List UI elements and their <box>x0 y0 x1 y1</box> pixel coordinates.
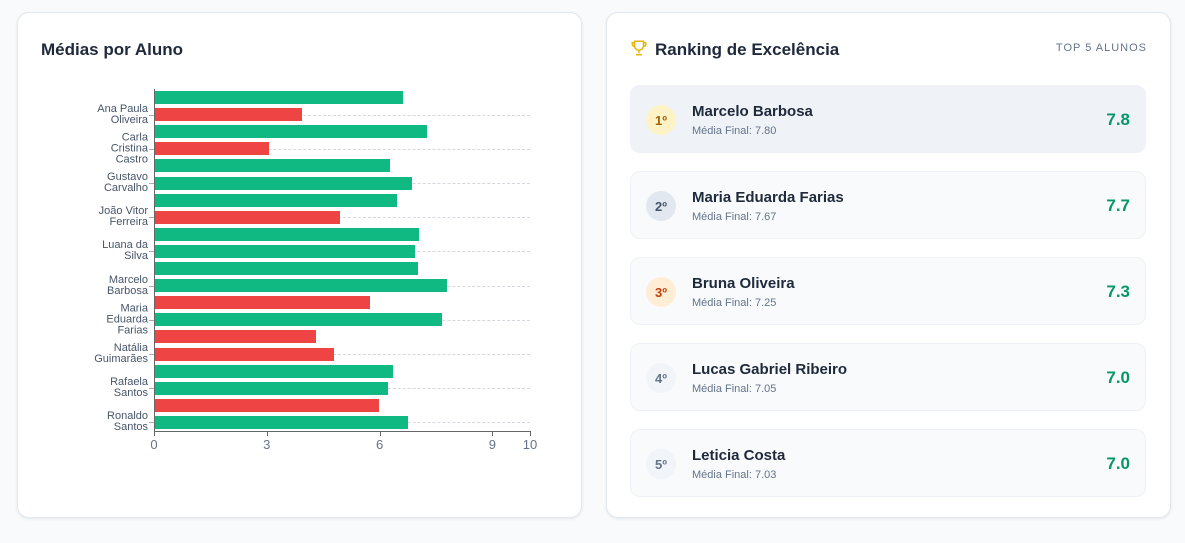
grid-line <box>154 148 530 150</box>
ranking-item: 5º Leticia Costa Média Final: 7.03 7.0 <box>630 429 1146 497</box>
student-detail: Média Final: 7.80 <box>692 125 777 137</box>
tick-mark <box>149 285 154 287</box>
tick-mark <box>266 431 268 436</box>
bar <box>154 210 341 224</box>
bar <box>154 398 379 412</box>
y-tick-label: Marcelo Barbosa <box>107 273 148 297</box>
y-tick-label: Ana Paula Oliveira <box>97 102 148 126</box>
student-detail: Média Final: 7.05 <box>692 383 777 395</box>
bar <box>154 262 419 276</box>
y-tick-label: Luana da Silva <box>102 239 148 263</box>
rank-badge: 5º <box>646 449 676 479</box>
ranking-item: 1º Marcelo Barbosa Média Final: 7.80 7.8 <box>630 85 1146 153</box>
bar <box>154 142 270 156</box>
bar <box>154 227 420 241</box>
chart-title: Médias por Aluno <box>41 40 183 59</box>
y-tick-label: Maria Eduarda Farias <box>106 302 148 337</box>
x-tick-label: 0 <box>150 437 158 452</box>
bar <box>154 108 303 122</box>
y-tick-label: Gustavo Carvalho <box>103 171 148 195</box>
grid-line <box>154 114 530 116</box>
tick-mark <box>154 431 155 436</box>
ranking-title: Ranking de Excelência <box>655 40 840 59</box>
student-score: 7.0 <box>1106 454 1130 473</box>
bar <box>154 296 370 310</box>
bar <box>154 347 335 361</box>
student-name: Lucas Gabriel Ribeiro <box>692 361 848 378</box>
x-tick-label: 9 <box>488 437 497 452</box>
bar <box>154 159 391 173</box>
rank-badge: 1º <box>646 105 676 135</box>
student-score: 7.3 <box>1106 282 1130 301</box>
student-name: Marcelo Barbosa <box>692 103 813 120</box>
bar <box>154 244 415 258</box>
bar <box>154 330 317 344</box>
student-score: 7.8 <box>1106 110 1130 129</box>
tick-mark <box>149 388 154 390</box>
ranking-subtitle: TOP 5 ALUNOS <box>1055 42 1147 54</box>
x-axis <box>154 431 530 432</box>
y-tick-label: Ronaldo Santos <box>107 410 148 434</box>
bar <box>154 176 412 190</box>
student-detail: Média Final: 7.25 <box>692 297 777 309</box>
tick-mark <box>149 319 154 321</box>
trophy-icon <box>631 40 647 56</box>
tick-mark <box>530 431 531 436</box>
grid-line <box>154 354 530 356</box>
x-tick-label: 10 <box>522 437 538 452</box>
student-name: Bruna Oliveira <box>692 275 795 292</box>
bar <box>154 381 388 395</box>
y-axis <box>154 89 155 431</box>
student-score: 7.0 <box>1106 368 1130 387</box>
y-tick-label: Natália Guimarães <box>94 342 148 366</box>
y-tick-label: Rafaela Santos <box>110 376 148 400</box>
tick-mark <box>149 148 154 150</box>
ranking-card: Ranking de Excelência TOP 5 ALUNOS 1º Mar… <box>606 12 1171 518</box>
grid-line <box>154 217 530 219</box>
y-tick-label: João Vitor Ferreira <box>98 205 148 229</box>
bar <box>154 125 427 139</box>
bar <box>154 313 443 327</box>
student-detail: Média Final: 7.03 <box>692 469 777 481</box>
chart-card: Médias por Aluno Ana Paula Oliveira Carla… <box>17 12 582 518</box>
y-tick-label: Carla Cristina Castro <box>110 131 148 166</box>
rank-badge: 4º <box>646 363 676 393</box>
x-tick-label: 3 <box>263 437 271 452</box>
tick-mark <box>149 251 154 253</box>
ranking-item: 4º Lucas Gabriel Ribeiro Média Final: 7.05… <box>630 343 1146 411</box>
bar <box>154 415 409 429</box>
rank-badge: 2º <box>646 191 676 221</box>
tick-mark <box>492 431 494 436</box>
bar <box>154 364 394 378</box>
student-score: 7.7 <box>1106 196 1130 215</box>
tick-mark <box>149 422 154 424</box>
ranking-item: 3º Bruna Oliveira Média Final: 7.25 7.3 <box>630 257 1146 325</box>
bar <box>154 193 397 207</box>
student-name: Leticia Costa <box>692 447 786 464</box>
tick-mark <box>149 217 154 219</box>
bar <box>154 279 448 293</box>
rank-badge: 3º <box>646 277 676 307</box>
student-name: Maria Eduarda Farias <box>692 189 844 206</box>
tick-mark <box>149 354 154 356</box>
x-tick-label: 6 <box>375 437 384 452</box>
tick-mark <box>379 431 381 436</box>
tick-mark <box>149 183 154 185</box>
bar <box>154 91 403 105</box>
tick-mark <box>149 114 154 116</box>
ranking-item: 2º Maria Eduarda Farias Média Final: 7.67 7… <box>630 171 1146 239</box>
student-detail: Média Final: 7.67 <box>692 211 777 223</box>
